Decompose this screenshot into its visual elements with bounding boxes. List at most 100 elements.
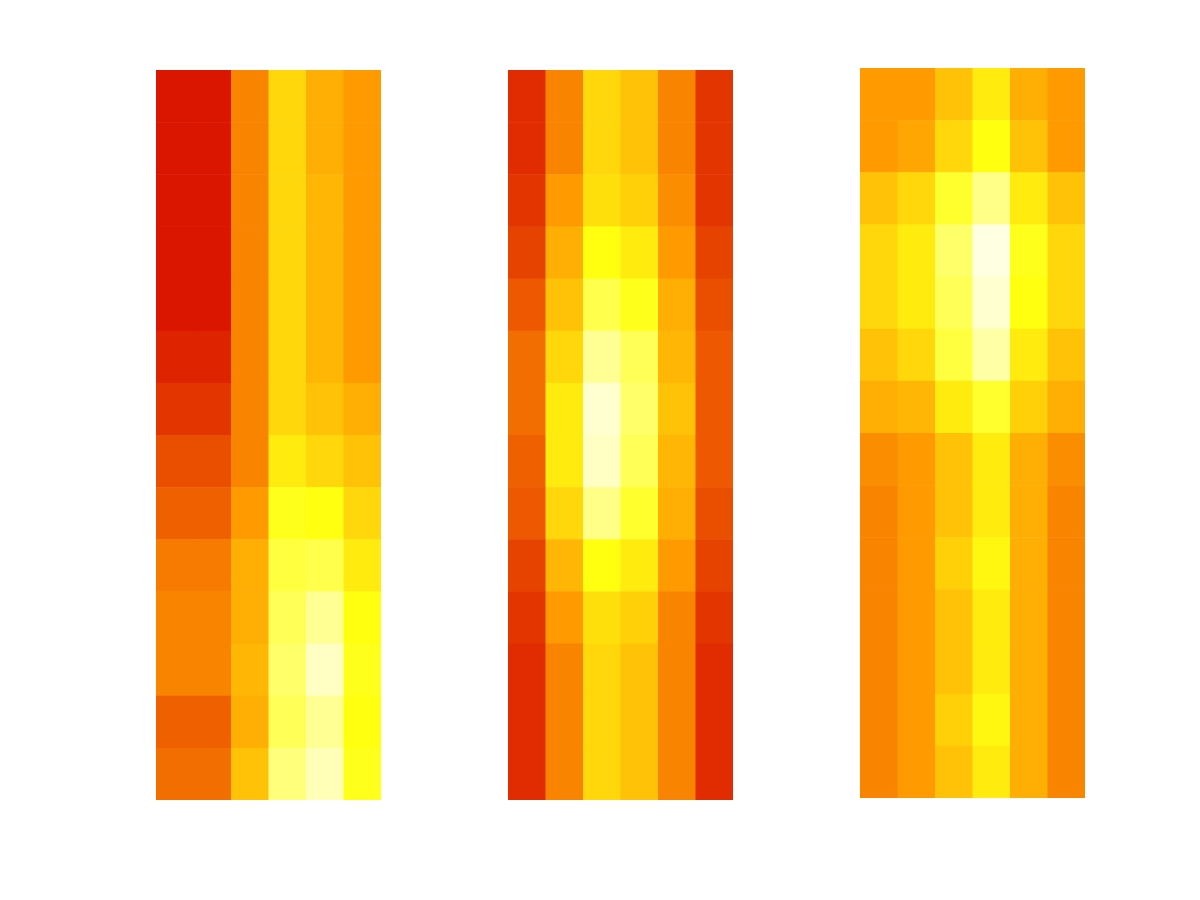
heatmap-cell <box>269 539 307 592</box>
heatmap-cell <box>621 435 659 488</box>
heatmap-cell <box>973 120 1011 173</box>
heatmap-cell <box>935 433 973 486</box>
heatmap-cell <box>898 537 936 590</box>
heatmap-cell <box>194 748 232 800</box>
heatmap-cell <box>860 589 898 642</box>
heatmap-cell <box>898 277 936 330</box>
heatmap-cell <box>696 122 734 175</box>
heatmap-cell <box>696 748 734 800</box>
heatmap-cell <box>546 331 584 384</box>
heatmap-cell <box>194 331 232 384</box>
heatmap-cell <box>583 383 621 436</box>
heatmap-cell <box>546 696 584 749</box>
heatmap-cell <box>156 591 194 644</box>
heatmap-cell <box>860 224 898 277</box>
heatmap-cell <box>156 70 194 123</box>
heatmap-cell <box>973 746 1011 798</box>
heatmap-cell <box>583 487 621 540</box>
heatmap-cell <box>231 174 269 227</box>
heatmap-cell <box>696 487 734 540</box>
heatmap-cell <box>194 539 232 592</box>
heatmap-cell <box>156 748 194 800</box>
heatmap-cell <box>860 694 898 747</box>
heatmap-cell <box>269 331 307 384</box>
heatmap-cell <box>194 435 232 488</box>
heatmap-cell <box>508 70 546 123</box>
heatmap-cell <box>860 68 898 121</box>
heatmap-cell <box>344 539 382 592</box>
heatmap-cell <box>1010 381 1048 434</box>
heatmap-cell <box>269 226 307 279</box>
heatmap-cell <box>269 70 307 123</box>
heatmap-cell <box>156 435 194 488</box>
heatmap-cell <box>231 331 269 384</box>
heatmap-cell <box>156 644 194 697</box>
heatmap-cell <box>269 591 307 644</box>
heatmap-cell <box>860 277 898 330</box>
heatmap-cell <box>621 539 659 592</box>
heatmap-cell <box>1048 589 1086 642</box>
heatmap-cell <box>1010 68 1048 121</box>
heatmap-cell <box>973 433 1011 486</box>
heatmap-cell <box>156 331 194 384</box>
heatmap-cell <box>1048 694 1086 747</box>
heatmap-cell <box>1048 68 1086 121</box>
heatmap-cell <box>935 642 973 695</box>
heatmap-cell <box>344 174 382 227</box>
heatmap-cell <box>696 591 734 644</box>
heatmap-cell <box>658 383 696 436</box>
heatmap-cell <box>621 331 659 384</box>
heatmap-cell <box>508 435 546 488</box>
heatmap-cell <box>583 435 621 488</box>
heatmap-cell <box>621 644 659 697</box>
heatmap-cell <box>1010 120 1048 173</box>
heatmap-cell <box>269 696 307 749</box>
heatmap-cell <box>546 226 584 279</box>
heatmap-cell <box>156 174 194 227</box>
heatmap-cell <box>231 696 269 749</box>
heatmap-cell <box>935 68 973 121</box>
heatmap-cell <box>1048 224 1086 277</box>
heatmap-cell <box>156 539 194 592</box>
heatmap-cell <box>269 644 307 697</box>
heatmap-cell <box>1010 642 1048 695</box>
heatmap-cell <box>973 68 1011 121</box>
heatmap-cell <box>973 277 1011 330</box>
heatmap-cell <box>546 122 584 175</box>
heatmap-cell <box>546 487 584 540</box>
heatmap-cell <box>658 226 696 279</box>
heatmap-cell <box>306 70 344 123</box>
heatmap-cell <box>696 383 734 436</box>
heatmap-cell <box>696 279 734 332</box>
heatmap-cell <box>194 70 232 123</box>
heatmap-cell <box>583 174 621 227</box>
heatmap-cell <box>658 279 696 332</box>
heatmap-cell <box>194 591 232 644</box>
heatmap-cell <box>935 537 973 590</box>
heatmap-cell <box>1048 746 1086 798</box>
heatmap-cell <box>621 487 659 540</box>
heatmap-cell <box>344 696 382 749</box>
heatmap-cell <box>508 331 546 384</box>
heatmap-cell <box>306 539 344 592</box>
heatmap-cell <box>1048 277 1086 330</box>
heatmap-cell <box>156 383 194 436</box>
heatmap-cell <box>935 224 973 277</box>
heatmap-cell <box>583 331 621 384</box>
heatmap-cell <box>973 329 1011 382</box>
heatmap-cell <box>658 70 696 123</box>
heatmap-cell <box>306 122 344 175</box>
heatmap-cell <box>696 226 734 279</box>
heatmap-cell <box>194 122 232 175</box>
heatmap-cell <box>194 644 232 697</box>
heatmap-cell <box>860 746 898 798</box>
heatmap-cell <box>1048 172 1086 225</box>
heatmap-cell <box>231 487 269 540</box>
heatmap-cell <box>898 694 936 747</box>
heatmap-cell <box>658 696 696 749</box>
heatmap-cell <box>344 279 382 332</box>
heatmap-cell <box>1010 277 1048 330</box>
heatmap-cell <box>1010 746 1048 798</box>
heatmap-cell <box>860 381 898 434</box>
heatmap-cell <box>231 539 269 592</box>
